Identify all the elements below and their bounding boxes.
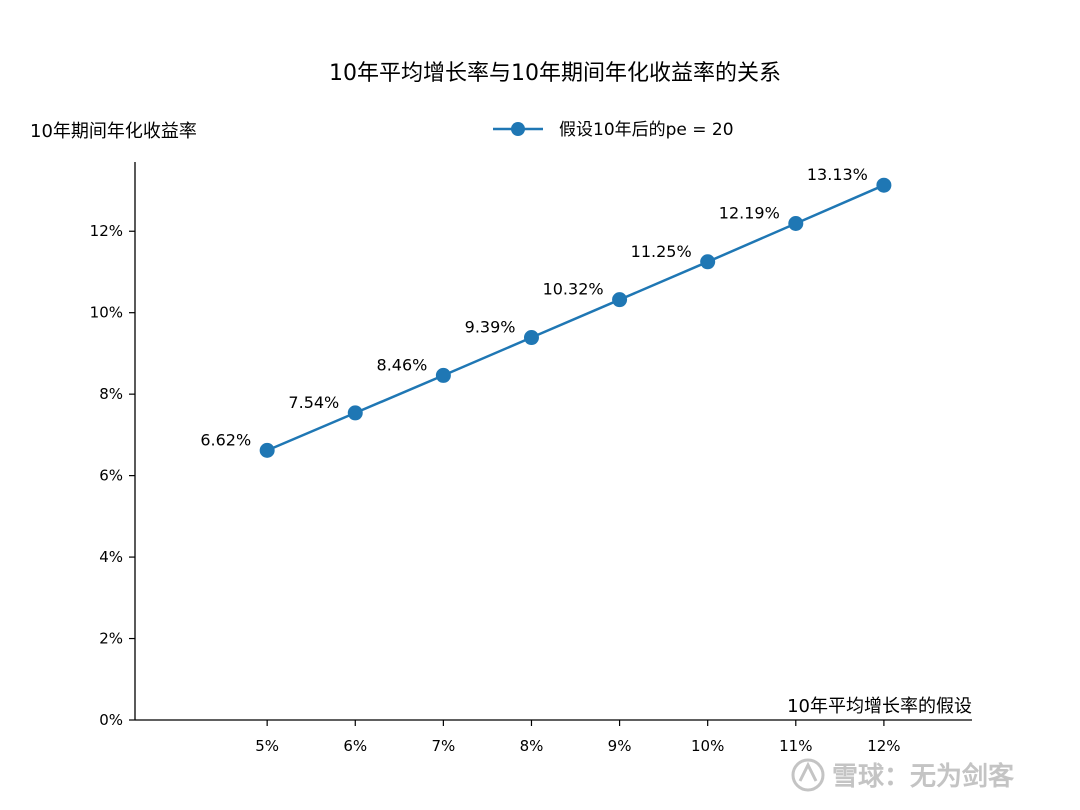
x-tick-label: 8% [520,737,544,755]
data-labels: 6.62% 7.54% 8.46% 9.39% 10.32% 11.25% 12.19% 13… [200,165,868,449]
data-label: 13.13% [807,165,868,184]
data-point [259,442,275,458]
data-label: 12.19% [719,204,780,223]
data-point [435,367,451,383]
x-tick-label: 11% [779,737,812,755]
data-label: 11.25% [631,242,692,261]
y-tick-label: 10% [90,304,123,322]
y-tick-label: 4% [99,548,123,566]
x-tick-label: 7% [431,737,455,755]
data-point [788,216,804,232]
chart-title: 10年平均增长率与10年期间年化收益率的关系 [329,61,781,86]
x-tick-label: 6% [343,737,367,755]
legend-point-marker [511,122,525,136]
y-tick-label: 8% [99,385,123,403]
data-label: 10.32% [543,280,604,299]
x-tick-label: 12% [867,737,900,755]
x-tick-label: 10% [691,737,724,755]
data-point [876,177,892,193]
x-tick-label: 5% [255,737,279,755]
data-label: 7.54% [288,393,339,412]
x-ticks: 5% 6% 7% 8% 9% 10% 11% 12% [255,720,901,755]
series-line [266,184,885,452]
x-tick-label: 9% [608,737,632,755]
legend-label: 假设10年后的pe = 20 [559,120,734,140]
y-tick-label: 6% [99,467,123,485]
data-point [700,254,716,270]
y-tick-label: 12% [90,222,123,240]
legend: 假设10年后的pe = 20 [493,120,734,140]
x-axis-label: 10年平均增长率的假设 [787,696,972,717]
data-label: 8.46% [377,355,428,374]
y-axis-label: 10年期间年化收益率 [30,121,197,142]
y-tick-label: 0% [99,711,123,729]
data-label: 6.62% [200,430,251,449]
data-point [612,292,628,308]
series-points [259,177,892,458]
snowball-logo-icon [791,758,825,792]
y-ticks: 0% 2% 4% 6% 8% 10% 12% [90,222,135,729]
data-point [347,405,363,421]
data-point [523,330,539,346]
y-tick-label: 2% [99,630,123,648]
watermark-text: 雪球：无为剑客 [832,761,1015,792]
data-label: 9.39% [465,318,516,337]
watermark: 雪球：无为剑客 [791,758,1015,792]
